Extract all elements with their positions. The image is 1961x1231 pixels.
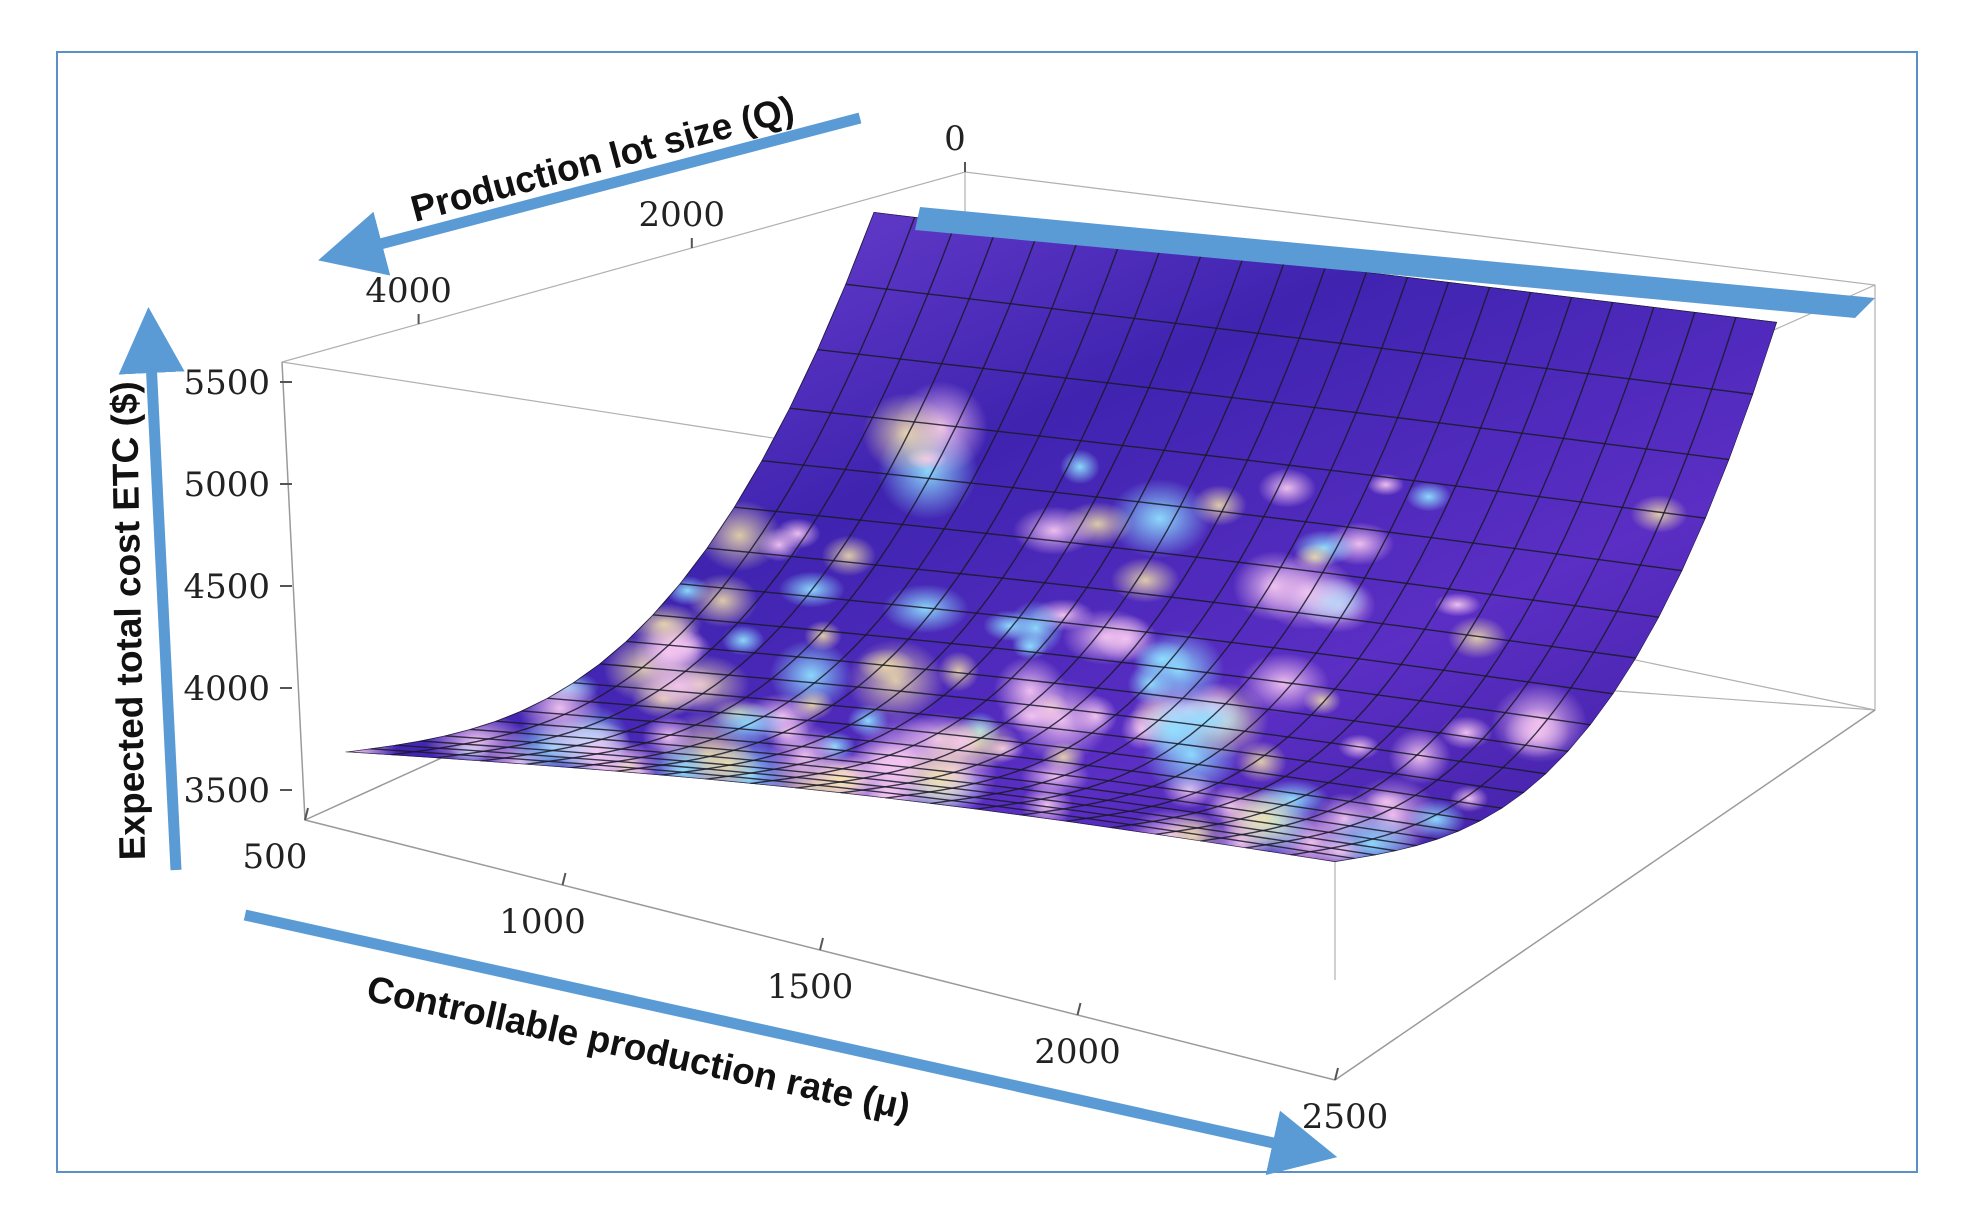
- x-axis-arrow: [243, 909, 1338, 1176]
- surface-color-patch: [1439, 716, 1493, 750]
- x-tick-label: 1000: [499, 902, 586, 942]
- figure-frame: [56, 51, 1918, 1173]
- surface-color-patch: [862, 392, 950, 475]
- y-tick-label: 4000: [365, 271, 452, 311]
- surface-color-patch: [1388, 728, 1451, 785]
- surface-color-patch: [721, 625, 765, 656]
- surface-color-patch: [882, 584, 969, 634]
- z-tick-label: 4500: [183, 567, 270, 607]
- surface-color-patch: [1630, 495, 1688, 533]
- surface-color-patch: [1012, 506, 1096, 556]
- surface-color-patch: [937, 651, 980, 692]
- mesh-line-q: [845, 283, 1754, 395]
- surface-color-patch: [693, 738, 761, 790]
- surface-color-patch: [846, 639, 945, 722]
- surface-color-patch: [757, 527, 801, 562]
- z-tick-label: 5500: [183, 363, 270, 403]
- x-tick-mark: [304, 807, 309, 821]
- mesh-line-q: [469, 728, 1439, 840]
- surface-color-patch: [345, 726, 397, 776]
- surface-color-patch: [1314, 835, 1367, 862]
- surface-color-patch: [847, 704, 889, 738]
- mesh-line-q: [706, 547, 1637, 659]
- cost-surface: [345, 207, 1875, 862]
- surface-color-patch: [1367, 473, 1405, 496]
- surface-color-patch: [1235, 740, 1287, 783]
- surface-color-patch: [1110, 557, 1180, 603]
- x-tick-mark: [561, 872, 567, 886]
- z-tick-label: 5000: [183, 465, 270, 505]
- mesh-line-q: [345, 751, 1336, 862]
- z-axis-title: Expected total cost ETC ($): [104, 381, 153, 861]
- x-tick-label: 1500: [767, 967, 854, 1007]
- x-tick-label: 2500: [1302, 1097, 1389, 1137]
- y-axis-arrow: [318, 112, 862, 276]
- surface-color-patch: [1433, 592, 1482, 617]
- mesh-line-q: [599, 663, 1547, 775]
- surface-mesh: [345, 212, 1778, 862]
- mesh-line-q: [520, 710, 1481, 822]
- mesh-line-q: [679, 583, 1614, 695]
- surface-color-patch: [1406, 481, 1452, 512]
- surface-color-patch: [1221, 786, 1305, 853]
- mesh-line-q: [652, 614, 1591, 726]
- surface-color-patch: [1258, 468, 1317, 508]
- y-axis-ticks: 0 2000 4000: [365, 119, 966, 324]
- surface-color-patch: [1059, 449, 1100, 485]
- mesh-line-q: [733, 506, 1660, 618]
- x-tick-label: 2000: [1034, 1032, 1121, 1072]
- x-tick-mark: [1334, 1067, 1339, 1081]
- y-axis-title: Production lot size (Q): [406, 88, 798, 230]
- z-axis-ticks: 3500 4000 4500 5000 5500: [183, 363, 292, 811]
- surface-color-patch: [1239, 653, 1330, 714]
- mesh-line-q: [789, 407, 1706, 519]
- surface-color-patch: [1447, 616, 1508, 659]
- surface-color-patch: [791, 688, 834, 721]
- mesh-line-q: [369, 747, 1356, 860]
- surface-color-patch: [821, 535, 877, 577]
- surface-color-patch: [1108, 478, 1211, 559]
- surface-color-patch: [1491, 682, 1588, 763]
- z-tick-label: 3500: [183, 771, 270, 811]
- mesh-line-q: [444, 735, 1418, 847]
- x-tick-mark: [1076, 1002, 1082, 1016]
- mesh-line-q: [419, 740, 1397, 852]
- x-tick-label: 500: [243, 837, 308, 877]
- x-tick-mark: [819, 937, 824, 951]
- surface-color-patch: [769, 639, 853, 712]
- surface-color-patch: [1406, 799, 1466, 839]
- z-tick-label: 4000: [183, 669, 270, 709]
- mesh-line-q: [817, 348, 1730, 461]
- mesh-line-q: [572, 681, 1525, 794]
- mesh-line-q: [394, 744, 1376, 856]
- z-axis-arrow: [118, 307, 185, 871]
- mesh-line-q: [546, 697, 1503, 809]
- surface-color-patch: [634, 662, 723, 710]
- y-tick-label: 0: [944, 119, 966, 159]
- surface-color-patch: [804, 620, 843, 652]
- surface-color-patch: [687, 573, 758, 628]
- mesh-line-q: [625, 640, 1569, 753]
- mesh-line-q: [761, 459, 1683, 572]
- y-tick-label: 2000: [639, 195, 726, 235]
- mesh-line-q: [495, 720, 1460, 832]
- surface-color-patch: [1449, 785, 1489, 813]
- surface-top-edge: [915, 207, 1875, 318]
